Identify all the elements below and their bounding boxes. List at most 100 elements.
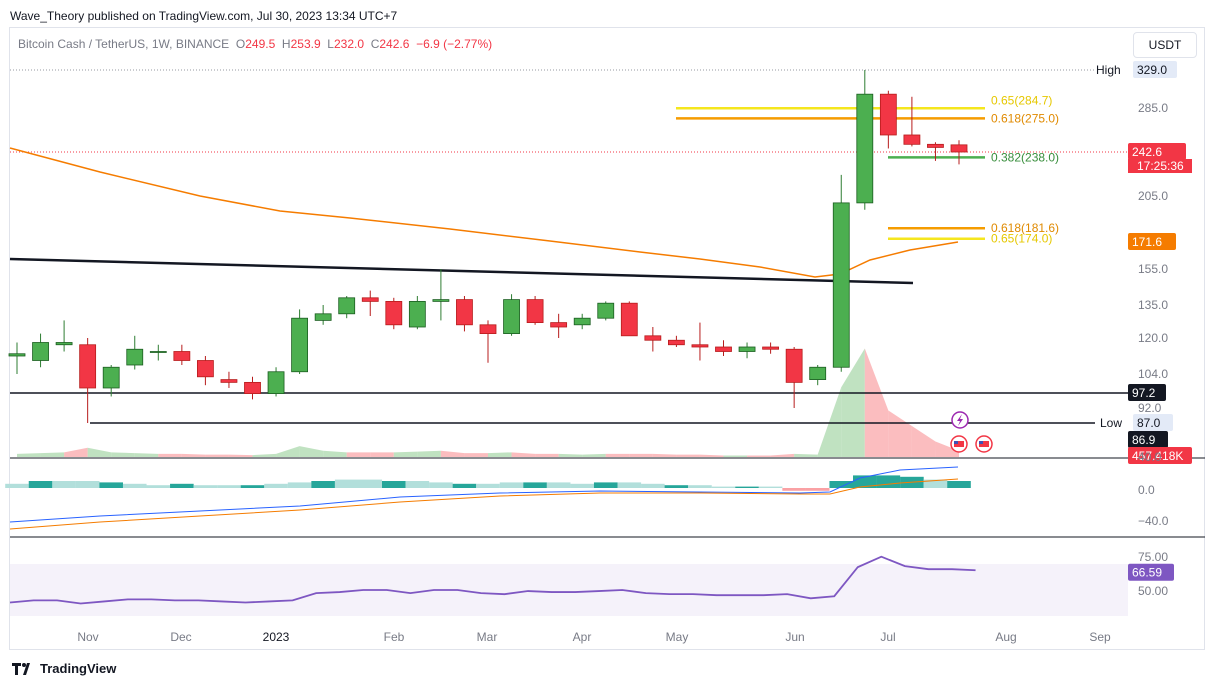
candle-up bbox=[597, 302, 615, 319]
candle-up bbox=[408, 300, 426, 328]
lightning-glyph-icon bbox=[957, 414, 963, 426]
volume-area bbox=[205, 454, 229, 457]
candle-up bbox=[432, 299, 450, 302]
publisher-header: Wave_Theory published on TradingView.com… bbox=[10, 9, 398, 23]
macd-line bbox=[9, 466, 959, 523]
macd-histogram-bar bbox=[876, 475, 901, 488]
candle-down bbox=[361, 297, 379, 302]
macd-histogram-bar bbox=[593, 482, 618, 488]
macd-histogram-bar bbox=[829, 481, 854, 488]
macd-histogram-bar bbox=[688, 485, 712, 488]
volume-area bbox=[864, 348, 889, 457]
candle-down bbox=[950, 144, 968, 153]
volume-area bbox=[87, 447, 112, 457]
candle-down bbox=[244, 381, 261, 394]
rsi-value-badge-bg bbox=[1128, 563, 1174, 581]
candle-up bbox=[832, 202, 850, 368]
volume-area bbox=[699, 454, 724, 457]
macd-histogram-bar bbox=[193, 485, 218, 488]
volume-area bbox=[841, 348, 865, 457]
macd-histogram-bar bbox=[122, 483, 147, 488]
time-axis-label: Sep bbox=[1089, 630, 1111, 644]
tradingview-logo-icon bbox=[12, 662, 34, 675]
volume-area bbox=[747, 455, 771, 457]
time-axis-label: Aug bbox=[995, 630, 1016, 644]
low-badge: 87.0 bbox=[1137, 416, 1161, 430]
close-label: C bbox=[370, 37, 380, 51]
volume-area bbox=[252, 453, 277, 457]
level-86-badge: 86.9 bbox=[1132, 433, 1156, 447]
open-label: O bbox=[235, 37, 246, 51]
volume-area bbox=[629, 453, 653, 457]
candle-up bbox=[55, 342, 73, 346]
macd-histogram-bar bbox=[805, 488, 830, 491]
macd-histogram-bar bbox=[546, 482, 571, 488]
price-axis-tick: 104.0 bbox=[1138, 367, 1168, 381]
time-axis-label: Feb bbox=[384, 630, 405, 644]
macd-histogram-bar bbox=[923, 479, 948, 488]
high-value: 253.9 bbox=[290, 37, 321, 51]
volume-area bbox=[276, 446, 300, 457]
candle-up bbox=[126, 348, 144, 366]
low-badge-bg bbox=[1133, 414, 1173, 431]
macd-histogram-bar bbox=[523, 482, 547, 488]
volume-area bbox=[111, 452, 135, 457]
volume-area bbox=[535, 453, 559, 457]
macd-histogram-bar bbox=[476, 483, 500, 488]
volume-area bbox=[488, 452, 512, 457]
macd-histogram-bar bbox=[405, 481, 430, 488]
macd-histogram-bar bbox=[264, 483, 288, 488]
time-axis-label: Apr bbox=[573, 630, 592, 644]
macd-histogram-bar bbox=[99, 482, 123, 488]
volume-area bbox=[323, 450, 347, 457]
rsi-value-badge: 66.59 bbox=[1132, 566, 1162, 580]
ema-badge: 171.6 bbox=[1132, 235, 1162, 249]
time-axis-label: May bbox=[666, 630, 689, 644]
volume-area bbox=[158, 453, 182, 457]
volume-area bbox=[440, 450, 465, 457]
volume-area bbox=[676, 454, 700, 457]
candle-up bbox=[338, 297, 356, 315]
price-axis-tick: 120.0 bbox=[1138, 331, 1168, 345]
last-price-badge: 242.6 bbox=[1132, 145, 1162, 159]
rsi-band bbox=[10, 564, 1128, 616]
candle-down bbox=[668, 339, 685, 346]
volume-badge: 457.418K bbox=[1132, 449, 1183, 463]
price-axis-tick: 205.0 bbox=[1138, 189, 1168, 203]
price-axis-tick: 135.0 bbox=[1138, 298, 1168, 312]
candle-up bbox=[291, 317, 309, 373]
chart-frame[interactable] bbox=[9, 27, 1205, 650]
candle-down bbox=[196, 360, 214, 378]
volume-area bbox=[888, 410, 912, 457]
low-value: 232.0 bbox=[333, 37, 365, 51]
candle-down bbox=[620, 302, 638, 337]
macd-axis-tick: −40.0 bbox=[1138, 514, 1169, 528]
candle-down bbox=[644, 335, 662, 341]
fib-level-label: 0.65(284.7) bbox=[991, 93, 1052, 107]
macd-axis-tick: 40.0 bbox=[1138, 450, 1162, 464]
macd-histogram-bar bbox=[617, 482, 642, 488]
volume-area bbox=[181, 453, 206, 457]
candle-up bbox=[856, 93, 874, 204]
currency-button[interactable]: USDT bbox=[1133, 32, 1197, 58]
macd-histogram-bar bbox=[75, 481, 100, 488]
candle-up bbox=[573, 317, 591, 326]
candle-down bbox=[785, 348, 803, 383]
candle-down bbox=[456, 299, 473, 326]
countdown-bg bbox=[1128, 159, 1192, 173]
volume-area bbox=[817, 387, 842, 457]
volume-area bbox=[40, 452, 65, 457]
tradingview-footer: TradingView bbox=[12, 661, 116, 676]
macd-histogram-bar bbox=[382, 481, 406, 488]
candle-up bbox=[32, 342, 49, 361]
macd-histogram-bar bbox=[28, 481, 53, 488]
volume-area bbox=[582, 453, 606, 457]
macd-histogram-bar bbox=[711, 486, 736, 488]
candle-up bbox=[149, 351, 167, 353]
change-value: −6.9 (−2.77%) bbox=[416, 37, 493, 51]
ema-badge-bg bbox=[1128, 233, 1176, 250]
candle-down bbox=[79, 344, 97, 389]
fib-level-label: 0.618(275.0) bbox=[991, 111, 1059, 125]
candle-down bbox=[385, 300, 403, 326]
